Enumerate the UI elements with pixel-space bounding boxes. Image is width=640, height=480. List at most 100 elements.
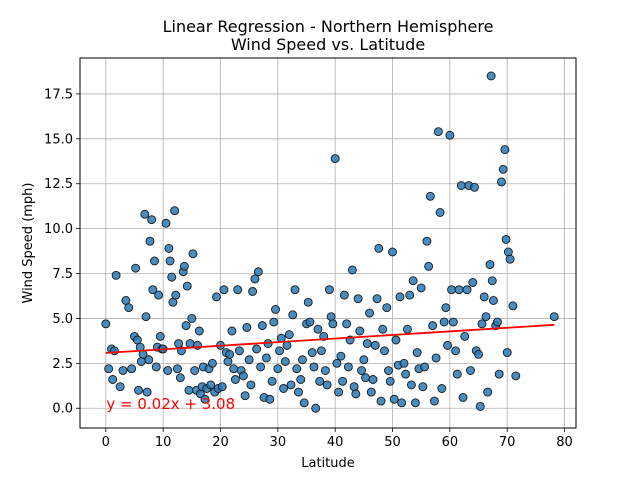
data-point (170, 206, 180, 216)
data-point (127, 364, 137, 374)
data-point (391, 335, 401, 345)
data-point (342, 319, 352, 329)
data-point (353, 294, 363, 304)
data-point (483, 387, 493, 397)
data-point (265, 394, 275, 404)
x-axis-label: Latitude (301, 456, 355, 471)
data-point (267, 376, 277, 386)
data-point (479, 292, 489, 302)
data-point (336, 351, 346, 361)
data-point (164, 243, 174, 253)
data-point (502, 348, 512, 358)
data-point (188, 249, 198, 259)
data-point (462, 285, 472, 295)
data-point (154, 290, 164, 300)
data-point (466, 366, 475, 375)
data-point (182, 281, 192, 291)
data-point (487, 276, 497, 286)
data-point (238, 371, 248, 381)
data-point (435, 208, 445, 217)
data-point (144, 355, 154, 365)
data-point (451, 346, 461, 356)
data-point (185, 339, 195, 349)
x-tick-label: 70 (499, 435, 516, 450)
data-point (437, 384, 447, 393)
y-tick-label: 7.5 (52, 267, 73, 282)
data-point (299, 398, 309, 408)
data-point (439, 317, 449, 327)
data-point (343, 362, 353, 372)
data-point (428, 321, 438, 331)
data-point (422, 236, 432, 246)
data-point (294, 387, 303, 397)
data-point (242, 322, 252, 332)
data-point (320, 366, 330, 375)
data-point (402, 324, 412, 334)
data-point (470, 182, 479, 192)
data-point (118, 366, 128, 375)
data-point (370, 340, 380, 350)
data-point (389, 394, 399, 404)
data-point (380, 346, 389, 356)
data-point (433, 127, 443, 137)
data-point (151, 362, 161, 372)
data-point (378, 324, 388, 334)
data-point (150, 256, 159, 266)
data-point (275, 346, 284, 356)
regression-equation: y = 0.02x + 3.08 (106, 395, 235, 413)
chart-title-line-1: Linear Regression - Northern Hemisphere (163, 17, 494, 36)
data-point (229, 364, 239, 374)
data-point (256, 362, 266, 372)
x-tick-label: 10 (155, 435, 172, 450)
data-point (200, 394, 210, 404)
data-point (296, 375, 306, 384)
data-point (257, 321, 267, 331)
data-point (155, 331, 165, 341)
data-point (443, 340, 453, 350)
data-point (328, 319, 338, 329)
data-point (292, 364, 302, 374)
data-point (244, 355, 254, 365)
data-point (219, 285, 229, 295)
data-point (477, 319, 487, 329)
x-tick-label: 60 (442, 435, 459, 450)
data-point (385, 376, 395, 386)
x-tick-label: 0 (102, 435, 110, 450)
data-point (376, 396, 386, 406)
data-point (124, 303, 134, 313)
data-point (361, 373, 371, 383)
data-point (324, 285, 334, 295)
data-point (101, 319, 111, 329)
plot-frame (79, 57, 577, 429)
data-point (131, 263, 141, 273)
data-point (140, 209, 150, 219)
data-point (468, 278, 478, 287)
data-point (508, 301, 518, 311)
data-point (365, 308, 375, 318)
y-tick-label: 5.0 (52, 312, 73, 327)
data-point (253, 267, 263, 277)
data-point (163, 366, 173, 375)
x-tick-label: 50 (384, 435, 401, 450)
data-point (475, 402, 485, 411)
data-point (233, 285, 243, 295)
data-point (187, 313, 197, 323)
data-point (161, 218, 171, 228)
data-point (485, 260, 495, 269)
data-point (406, 380, 416, 390)
data-point (165, 256, 175, 266)
data-point (250, 274, 260, 284)
data-point (167, 272, 177, 282)
data-point (456, 181, 466, 190)
data-point (474, 349, 483, 359)
data-point (441, 303, 451, 313)
data-point (217, 382, 227, 392)
y-tick-label: 10.0 (44, 222, 73, 237)
data-point (412, 348, 422, 358)
data-point (382, 303, 392, 313)
data-point (190, 366, 200, 375)
y-tick-label: 15.0 (44, 132, 73, 147)
data-point (452, 369, 462, 379)
